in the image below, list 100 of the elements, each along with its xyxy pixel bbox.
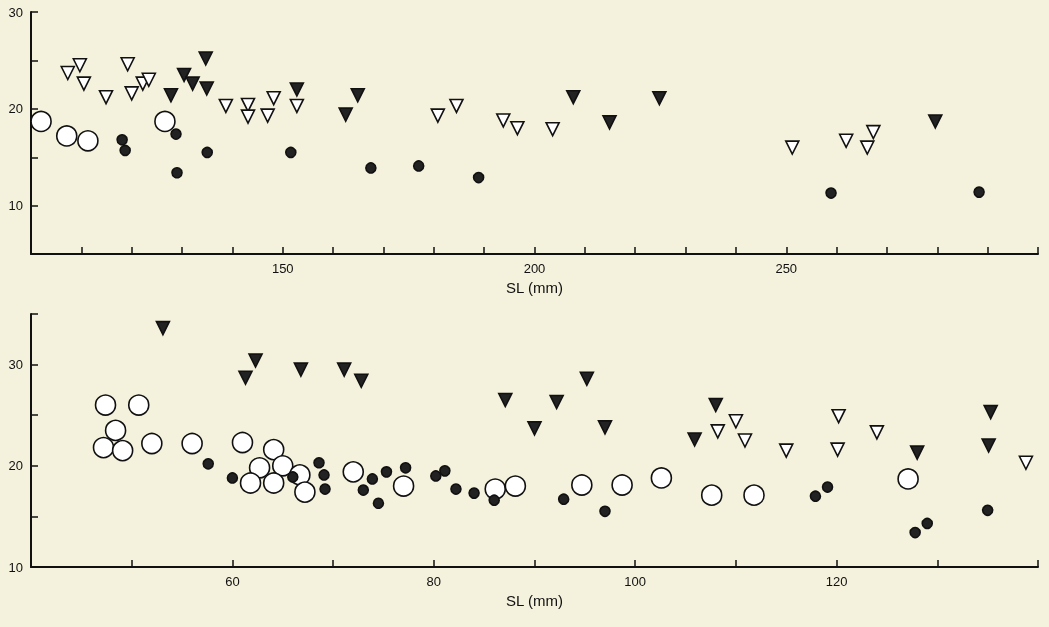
point bbox=[266, 90, 281, 106]
point bbox=[77, 130, 99, 152]
point bbox=[170, 128, 182, 140]
y-tick-label: 30 bbox=[8, 4, 23, 20]
point bbox=[176, 67, 192, 83]
point bbox=[239, 472, 262, 494]
point bbox=[120, 56, 135, 72]
point bbox=[611, 474, 633, 496]
x-tick-label: 150 bbox=[271, 261, 294, 277]
point bbox=[650, 467, 673, 489]
point bbox=[498, 392, 513, 408]
point bbox=[549, 394, 564, 410]
point bbox=[76, 76, 92, 91]
point bbox=[927, 114, 943, 129]
point bbox=[830, 442, 845, 457]
point bbox=[72, 57, 88, 73]
point bbox=[111, 439, 134, 462]
point bbox=[652, 90, 667, 106]
point bbox=[860, 140, 875, 155]
point bbox=[294, 481, 316, 503]
point bbox=[336, 362, 352, 377]
point bbox=[565, 89, 581, 105]
point bbox=[218, 98, 234, 114]
point bbox=[439, 465, 451, 477]
point bbox=[231, 431, 254, 454]
point bbox=[602, 115, 617, 130]
point bbox=[185, 76, 200, 91]
point bbox=[198, 51, 214, 66]
y-tick-label: 30 bbox=[8, 357, 23, 373]
point bbox=[201, 146, 214, 159]
point bbox=[350, 87, 366, 103]
point bbox=[248, 353, 263, 368]
x-tick-label: 80 bbox=[426, 574, 442, 589]
point bbox=[260, 108, 275, 123]
point bbox=[909, 445, 925, 460]
point bbox=[30, 110, 52, 133]
point bbox=[468, 487, 480, 499]
point bbox=[545, 121, 560, 137]
point bbox=[981, 438, 996, 453]
point bbox=[238, 370, 253, 386]
point bbox=[240, 109, 256, 124]
point bbox=[313, 456, 325, 469]
point bbox=[287, 471, 299, 483]
point bbox=[412, 160, 425, 172]
point bbox=[155, 320, 171, 336]
point bbox=[488, 494, 501, 507]
point bbox=[430, 470, 442, 482]
point bbox=[825, 187, 837, 199]
point bbox=[289, 82, 305, 97]
point bbox=[354, 373, 369, 389]
point bbox=[866, 124, 881, 140]
x-axis-title: SL (mm) bbox=[506, 591, 563, 609]
point bbox=[392, 475, 415, 497]
point bbox=[285, 146, 297, 159]
point bbox=[289, 98, 305, 114]
point bbox=[700, 484, 723, 506]
point bbox=[119, 144, 131, 157]
point bbox=[262, 472, 285, 494]
point bbox=[92, 436, 115, 459]
point bbox=[778, 443, 794, 458]
point bbox=[98, 89, 114, 105]
point bbox=[55, 125, 78, 147]
point bbox=[104, 419, 127, 442]
point bbox=[338, 107, 353, 122]
point bbox=[527, 421, 542, 436]
x-tick-label: 250 bbox=[775, 261, 798, 277]
point bbox=[897, 468, 919, 490]
point bbox=[921, 517, 934, 530]
point bbox=[141, 72, 157, 88]
point bbox=[728, 413, 744, 429]
point bbox=[579, 371, 595, 387]
point bbox=[557, 493, 570, 505]
x-tick-label: 60 bbox=[225, 574, 240, 589]
point bbox=[171, 166, 183, 179]
point bbox=[116, 134, 128, 146]
point bbox=[318, 469, 330, 481]
point bbox=[449, 98, 464, 114]
point bbox=[909, 526, 921, 539]
point bbox=[510, 120, 525, 136]
point bbox=[399, 462, 412, 474]
point bbox=[838, 133, 854, 149]
point bbox=[1018, 455, 1034, 471]
point bbox=[226, 472, 239, 484]
x-tick-label: 120 bbox=[825, 574, 848, 589]
point bbox=[262, 438, 285, 461]
point bbox=[357, 484, 370, 496]
point bbox=[365, 162, 377, 174]
y-tick-label: 10 bbox=[8, 559, 23, 575]
point bbox=[981, 504, 994, 517]
point bbox=[248, 457, 271, 479]
point bbox=[599, 505, 611, 518]
point bbox=[495, 113, 511, 128]
point bbox=[983, 404, 998, 420]
y-tick-label: 20 bbox=[8, 101, 23, 117]
point bbox=[687, 432, 702, 447]
point bbox=[372, 497, 385, 510]
point bbox=[380, 466, 393, 478]
point bbox=[708, 397, 724, 413]
point bbox=[809, 490, 822, 502]
x-axis-title: SL (mm) bbox=[506, 279, 563, 296]
